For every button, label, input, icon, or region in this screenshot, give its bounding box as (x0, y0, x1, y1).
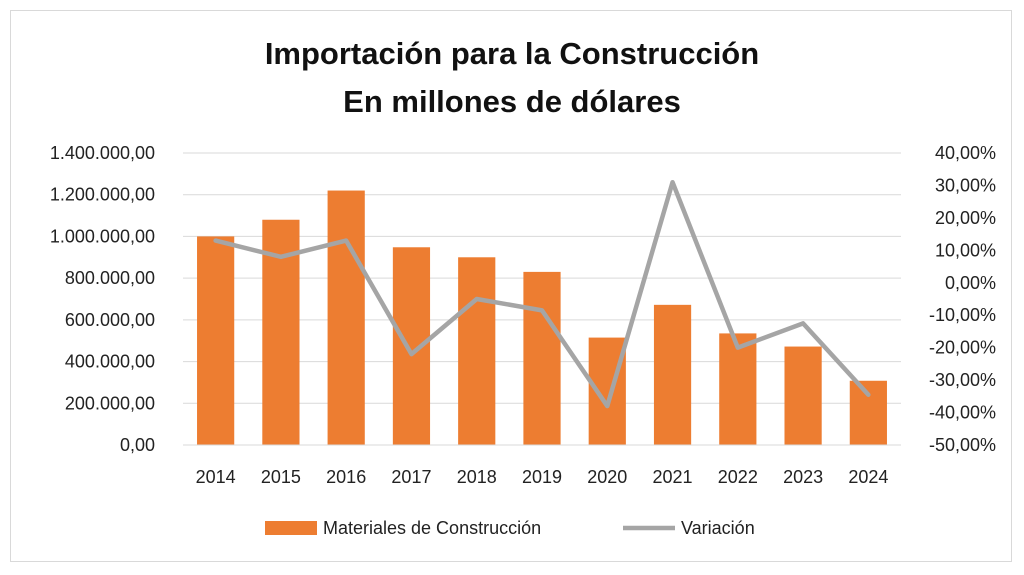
bar (523, 271, 561, 445)
bar (327, 190, 365, 445)
chart-frame (10, 10, 1012, 562)
x-tick-label: 2016 (326, 467, 366, 487)
y-right-tick-label: 20,00% (935, 208, 996, 228)
bar (784, 346, 822, 445)
x-tick-label: 2023 (783, 467, 823, 487)
y-right-tick-label: -40,00% (929, 403, 996, 423)
legend-swatch-bar (265, 521, 317, 535)
chart-title-line-1: Importación para la Construcción (264, 36, 760, 71)
y-right-tick-label: 40,00% (935, 143, 996, 163)
legend-label-line: Variación (681, 518, 755, 538)
y-left-tick-label: 1.400.000,00 (50, 143, 155, 163)
x-tick-label: 2021 (653, 467, 693, 487)
x-tick-label: 2017 (391, 467, 431, 487)
chart-title: Importación para la Construcción En mill… (0, 30, 1024, 126)
bar (458, 257, 496, 445)
y-left-tick-label: 600.000,00 (65, 310, 155, 330)
x-tick-label: 2020 (587, 467, 627, 487)
y-left-tick-label: 200.000,00 (65, 393, 155, 413)
x-tick-label: 2014 (196, 467, 236, 487)
y-right-tick-label: -10,00% (929, 305, 996, 325)
x-tick-label: 2024 (848, 467, 888, 487)
y-right-tick-label: -50,00% (929, 435, 996, 455)
bar (719, 333, 757, 445)
y-left-tick-label: 1.000.000,00 (50, 226, 155, 246)
bar (653, 304, 692, 445)
y-left-tick-label: 1.200.000,00 (50, 185, 155, 205)
y-left-tick-label: 800.000,00 (65, 268, 155, 288)
x-tick-label: 2018 (457, 467, 497, 487)
x-tick-label: 2019 (522, 467, 562, 487)
y-right-tick-label: 0,00% (945, 273, 996, 293)
y-right-tick-label: 10,00% (935, 240, 996, 260)
y-left-tick-label: 400.000,00 (65, 352, 155, 372)
x-tick-label: 2022 (718, 467, 758, 487)
y-right-tick-label: -20,00% (929, 338, 996, 358)
y-right-tick-label: -30,00% (929, 370, 996, 390)
y-right-tick-label: 30,00% (935, 175, 996, 195)
bar (197, 236, 235, 445)
bar (392, 247, 431, 445)
legend-label-bar: Materiales de Construcción (323, 518, 541, 538)
x-tick-label: 2015 (261, 467, 301, 487)
y-left-tick-label: 0,00 (120, 435, 155, 455)
chart-title-line-2: En millones de dólares (343, 84, 681, 119)
bar (849, 380, 887, 445)
